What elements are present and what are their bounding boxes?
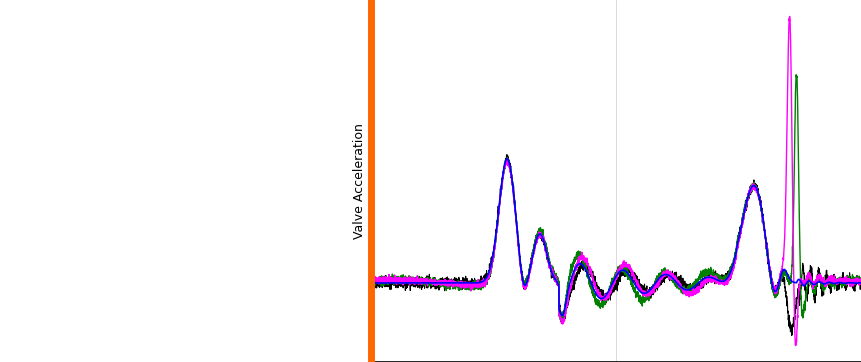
Y-axis label: Valve Acceleration: Valve Acceleration bbox=[353, 123, 366, 239]
